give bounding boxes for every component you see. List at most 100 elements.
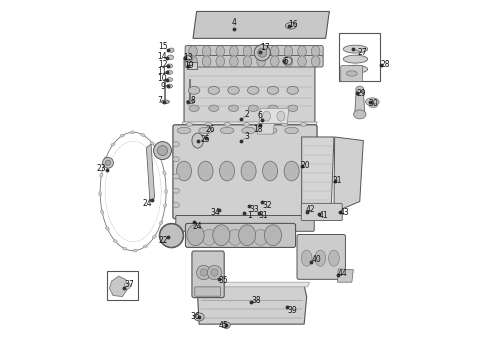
Text: 37: 37 (124, 280, 134, 289)
Ellipse shape (257, 46, 266, 57)
Ellipse shape (205, 123, 212, 126)
Ellipse shape (228, 229, 242, 246)
Ellipse shape (202, 229, 216, 246)
Ellipse shape (228, 105, 239, 112)
Text: 34: 34 (211, 208, 220, 217)
Ellipse shape (284, 46, 293, 57)
Ellipse shape (194, 313, 204, 321)
Ellipse shape (265, 225, 282, 246)
FancyBboxPatch shape (195, 287, 220, 296)
Ellipse shape (173, 174, 179, 179)
Ellipse shape (211, 269, 218, 276)
Ellipse shape (329, 250, 339, 266)
Ellipse shape (196, 265, 211, 280)
Ellipse shape (168, 232, 175, 239)
Ellipse shape (120, 134, 124, 137)
Ellipse shape (167, 78, 172, 82)
Text: 41: 41 (318, 211, 328, 220)
Ellipse shape (311, 56, 320, 67)
Ellipse shape (207, 265, 221, 280)
Ellipse shape (177, 127, 191, 134)
Ellipse shape (346, 71, 357, 76)
Ellipse shape (277, 111, 285, 121)
Ellipse shape (254, 229, 268, 246)
Ellipse shape (111, 143, 115, 146)
Ellipse shape (247, 86, 259, 94)
Text: 6: 6 (258, 111, 263, 120)
Ellipse shape (268, 105, 278, 112)
Ellipse shape (153, 141, 172, 159)
FancyBboxPatch shape (185, 45, 323, 57)
Ellipse shape (366, 98, 379, 106)
FancyBboxPatch shape (186, 224, 295, 247)
Ellipse shape (239, 225, 256, 246)
FancyBboxPatch shape (341, 66, 363, 81)
Ellipse shape (158, 154, 162, 158)
Text: 38: 38 (252, 296, 261, 305)
Ellipse shape (104, 157, 108, 160)
Ellipse shape (300, 123, 307, 126)
Ellipse shape (213, 225, 230, 246)
Ellipse shape (167, 71, 172, 75)
Ellipse shape (311, 46, 320, 57)
Ellipse shape (200, 269, 207, 276)
Text: 39: 39 (288, 306, 297, 315)
Ellipse shape (152, 235, 156, 238)
Ellipse shape (284, 161, 299, 181)
Ellipse shape (224, 123, 231, 126)
Ellipse shape (298, 56, 306, 67)
FancyBboxPatch shape (173, 125, 317, 219)
Ellipse shape (176, 161, 192, 181)
Text: 17: 17 (260, 43, 270, 52)
Ellipse shape (173, 157, 179, 162)
Ellipse shape (202, 56, 211, 67)
Polygon shape (258, 123, 274, 134)
Ellipse shape (198, 161, 213, 181)
Ellipse shape (248, 105, 258, 112)
Ellipse shape (242, 127, 255, 134)
Text: 7: 7 (157, 96, 162, 105)
Ellipse shape (315, 250, 326, 266)
Ellipse shape (105, 160, 111, 166)
Text: 45: 45 (219, 321, 228, 330)
FancyBboxPatch shape (185, 55, 323, 67)
Ellipse shape (189, 56, 197, 67)
Ellipse shape (157, 145, 168, 156)
Text: 26: 26 (205, 125, 215, 134)
Text: 23: 23 (97, 164, 106, 173)
Polygon shape (109, 276, 127, 297)
Ellipse shape (283, 57, 292, 65)
Ellipse shape (270, 56, 279, 67)
Ellipse shape (113, 239, 117, 243)
Text: 33: 33 (249, 205, 259, 214)
Polygon shape (193, 12, 329, 39)
Text: 11: 11 (157, 67, 167, 76)
Polygon shape (259, 108, 289, 123)
Ellipse shape (257, 56, 266, 67)
Ellipse shape (189, 105, 199, 112)
Ellipse shape (281, 123, 288, 126)
Text: 20: 20 (300, 161, 310, 170)
Ellipse shape (243, 56, 252, 67)
Polygon shape (355, 90, 365, 114)
Text: 22: 22 (158, 236, 168, 245)
Ellipse shape (165, 189, 168, 194)
Text: 40: 40 (311, 255, 321, 264)
Ellipse shape (143, 245, 147, 248)
Ellipse shape (241, 161, 256, 181)
Ellipse shape (133, 249, 137, 252)
Ellipse shape (100, 173, 103, 177)
Polygon shape (302, 137, 334, 213)
Bar (107, 271, 139, 300)
Ellipse shape (263, 111, 270, 121)
Ellipse shape (286, 23, 296, 29)
Polygon shape (334, 137, 364, 212)
Ellipse shape (270, 46, 279, 57)
FancyBboxPatch shape (192, 251, 224, 298)
Ellipse shape (167, 84, 172, 88)
Ellipse shape (356, 86, 364, 93)
Ellipse shape (228, 86, 239, 94)
Text: 32: 32 (263, 201, 272, 210)
Text: 31: 31 (259, 211, 269, 220)
Ellipse shape (105, 227, 109, 230)
